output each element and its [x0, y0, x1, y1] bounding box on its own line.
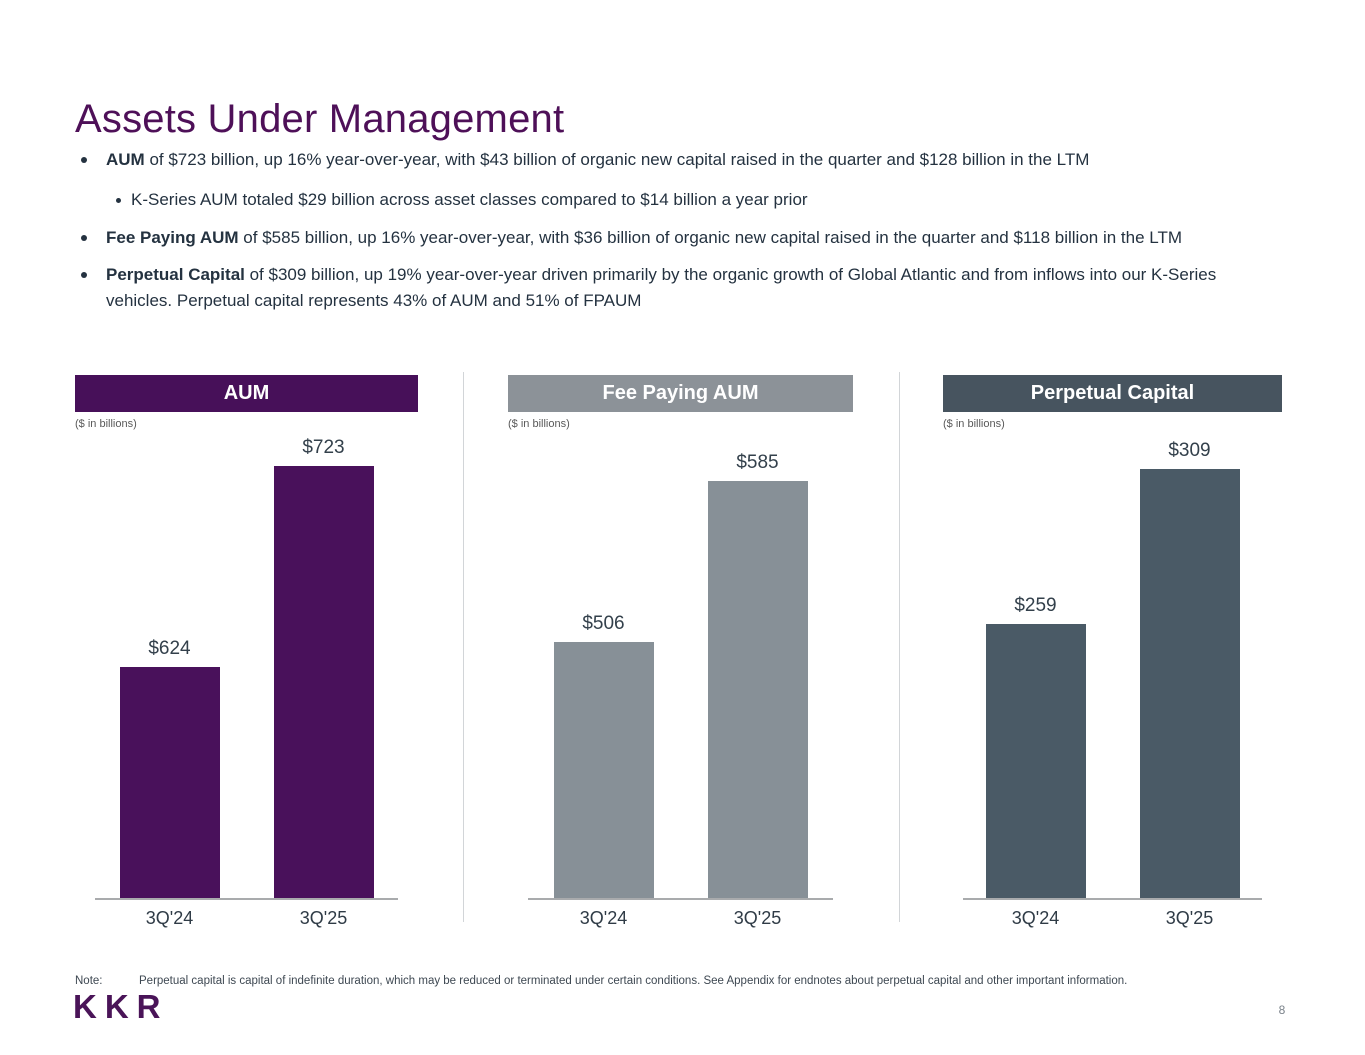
x-tick-label: 3Q'24	[1011, 908, 1060, 928]
bar-column: $723	[273, 437, 374, 899]
bullet-fee-paying-aum: Fee Paying AUM of $585 billion, up 16% y…	[75, 225, 1260, 251]
vertical-divider	[899, 372, 900, 922]
bar-column: $506	[553, 613, 654, 899]
bullet-aum: AUM of $723 billion, up 16% year-over-ye…	[75, 147, 1260, 213]
bullet-aum-text: of $723 billion, up 16% year-over-year, …	[144, 150, 1090, 169]
bar-column: $259	[985, 595, 1086, 899]
chart-fee-paying-aum-bars: $506 $585	[508, 444, 853, 899]
chart-perpetual-capital-bars: $259 $309	[943, 440, 1282, 899]
bar-fpaum-3q24	[553, 642, 654, 899]
bar-perpetual-3q24	[985, 624, 1086, 899]
kkr-logo: KKR	[73, 988, 169, 1025]
x-axis-line	[528, 898, 833, 900]
chart-aum-units-label: ($ in billions)	[75, 418, 137, 430]
x-axis-line	[963, 898, 1262, 900]
chart-aum-bars: $624 $723	[75, 437, 418, 899]
footnote: Note: Perpetual capital is capital of ind…	[75, 975, 1260, 987]
chart-fee-paying-aum-header: Fee Paying AUM	[508, 375, 853, 412]
sub-bullet-kseries-text: K-Series AUM totaled $29 billion across …	[131, 190, 808, 209]
x-axis-line	[95, 898, 398, 900]
bullet-perpetual-capital-text: of $309 billion, up 19% year-over-year d…	[106, 265, 1217, 310]
chart-aum-plot: $624 $723	[75, 437, 418, 900]
chart-perpetual-capital-title: Perpetual Capital	[1030, 382, 1195, 404]
bullet-fee-paying-aum-text: of $585 billion, up 16% year-over-year, …	[238, 228, 1183, 247]
chart-perpetual-capital-x-labels: 3Q'24 3Q'25	[943, 908, 1282, 929]
chart-perpetual-capital-units-label: ($ in billions)	[943, 418, 1005, 430]
chart-fee-paying-aum-plot: $506 $585	[508, 444, 853, 900]
bar-aum-3q24	[119, 667, 220, 899]
bullet-dot	[81, 157, 87, 163]
page-number: 8	[1278, 1003, 1286, 1017]
bar-value-label: $259	[1014, 595, 1057, 616]
x-tick-label: 3Q'24	[579, 908, 628, 928]
bullet-dot	[81, 272, 87, 278]
chart-fee-paying-aum-title: Fee Paying AUM	[602, 382, 759, 404]
footnote-text: Perpetual capital is capital of indefini…	[139, 975, 1128, 987]
bar-column: $309	[1139, 440, 1240, 899]
x-tick-label: 3Q'25	[733, 908, 782, 928]
chart-aum-x-labels: 3Q'24 3Q'25	[75, 908, 418, 929]
x-tick-label: 3Q'24	[145, 908, 194, 928]
bullet-dot	[116, 198, 121, 203]
bar-value-label: $624	[148, 638, 191, 659]
chart-aum-header: AUM	[75, 375, 418, 412]
bar-perpetual-3q25	[1139, 469, 1240, 899]
x-tick-label: 3Q'25	[1165, 908, 1214, 928]
bullet-perpetual-capital: Perpetual Capital of $309 billion, up 19…	[75, 262, 1260, 314]
chart-perpetual-capital-plot: $259 $309	[943, 440, 1282, 900]
bar-value-label: $309	[1168, 440, 1211, 461]
bar-value-label: $506	[582, 613, 625, 634]
page-title: Assets Under Management	[75, 96, 565, 141]
bullet-fee-paying-aum-lead: Fee Paying AUM	[106, 228, 239, 247]
bullet-dot	[81, 235, 87, 241]
x-tick-label: 3Q'25	[299, 908, 348, 928]
footnote-label: Note:	[75, 975, 103, 987]
bullet-list: AUM of $723 billion, up 16% year-over-ye…	[75, 147, 1260, 325]
bar-column: $585	[707, 452, 808, 899]
bar-fpaum-3q25	[707, 481, 808, 899]
vertical-divider	[463, 372, 464, 922]
chart-perpetual-capital-header: Perpetual Capital	[943, 375, 1282, 412]
bar-column: $624	[119, 638, 220, 899]
sub-bullet-kseries: K-Series AUM totaled $29 billion across …	[106, 187, 1260, 213]
bar-value-label: $585	[736, 452, 779, 473]
bar-aum-3q25	[273, 466, 374, 899]
chart-fee-paying-aum-units-label: ($ in billions)	[508, 418, 570, 430]
chart-perpetual-capital: Perpetual Capital ($ in billions) $259 $…	[943, 375, 1282, 940]
chart-fee-paying-aum: Fee Paying AUM ($ in billions) $506 $585…	[508, 375, 853, 940]
chart-fee-paying-aum-x-labels: 3Q'24 3Q'25	[508, 908, 853, 929]
bullet-perpetual-capital-lead: Perpetual Capital	[106, 265, 245, 284]
chart-aum: AUM ($ in billions) $624 $723 3Q'24 3Q'2…	[75, 375, 418, 940]
chart-aum-title: AUM	[223, 382, 270, 404]
bar-value-label: $723	[302, 437, 345, 458]
bullet-aum-lead: AUM	[106, 150, 145, 169]
